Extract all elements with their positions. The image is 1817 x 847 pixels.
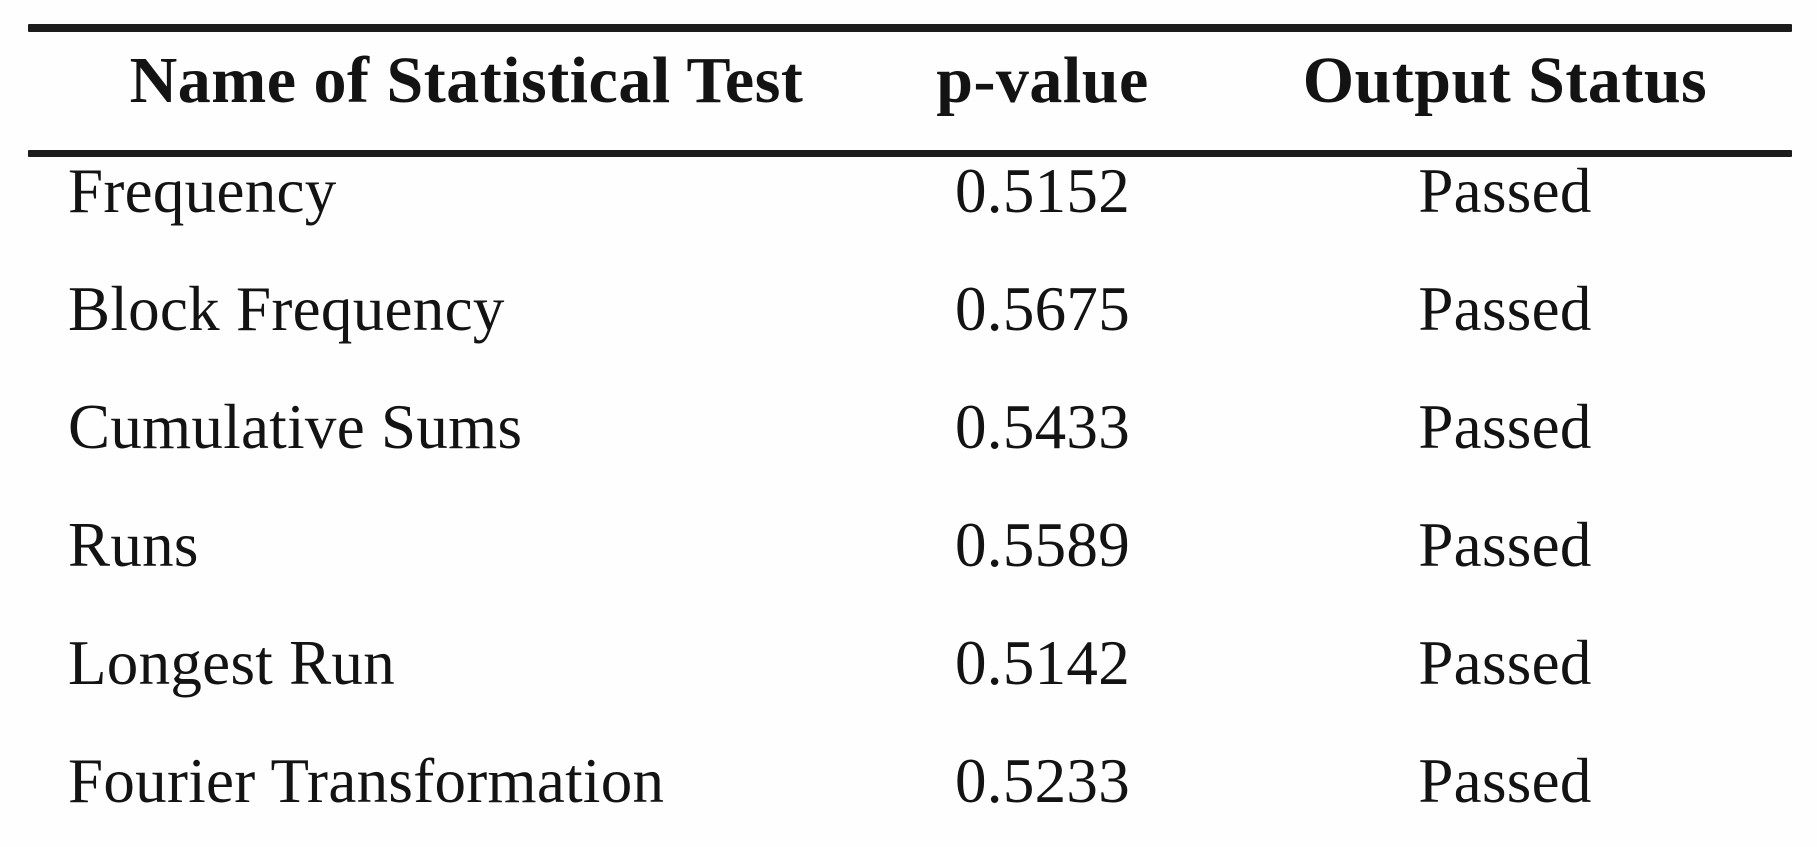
- p-value-cell: 0.5152: [954, 156, 1131, 226]
- status-cell: Passed: [1418, 392, 1592, 462]
- table-row: Runs 0.5589 Passed: [28, 514, 1792, 577]
- test-name-cell: Longest Run: [68, 628, 396, 698]
- table-header-row: Name of Statistical Test p-value Output …: [28, 48, 1792, 114]
- test-name-cell: Frequency: [68, 156, 337, 226]
- p-value-cell: 0.5589: [954, 510, 1131, 580]
- p-value-cell: 0.5142: [954, 628, 1131, 698]
- p-value-cell: 0.5233: [954, 746, 1131, 816]
- test-name-cell: Fourier Transformation: [68, 746, 665, 816]
- table-row: Block Frequency 0.5675 Passed: [28, 278, 1792, 341]
- column-header-test-name: Name of Statistical Test: [129, 44, 804, 117]
- test-name-cell: Cumulative Sums: [68, 392, 523, 462]
- p-value-cell: 0.5675: [954, 274, 1131, 344]
- test-name-cell: Runs: [68, 510, 199, 580]
- table-row: Cumulative Sums 0.5433 Passed: [28, 396, 1792, 459]
- column-header-p-value: p-value: [936, 44, 1149, 117]
- p-value-cell: 0.5433: [954, 392, 1131, 462]
- status-cell: Passed: [1418, 746, 1592, 816]
- status-cell: Passed: [1418, 510, 1592, 580]
- table-row: Fourier Transformation 0.5233 Passed: [28, 750, 1792, 813]
- status-cell: Passed: [1418, 156, 1592, 226]
- table-row: Longest Run 0.5142 Passed: [28, 632, 1792, 695]
- status-cell: Passed: [1418, 274, 1592, 344]
- table-row: Frequency 0.5152 Passed: [28, 160, 1792, 223]
- table-header-separator-rule: [28, 150, 1792, 157]
- status-cell: Passed: [1418, 628, 1592, 698]
- test-name-cell: Block Frequency: [68, 274, 505, 344]
- table-top-rule: [28, 24, 1792, 32]
- column-header-output-status: Output Status: [1302, 44, 1708, 117]
